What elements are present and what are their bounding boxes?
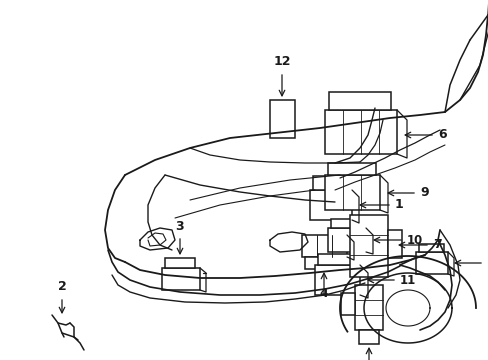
Bar (314, 265, 359, 295)
Bar (387, 230, 401, 258)
Bar (317, 254, 355, 265)
Bar (325, 110, 396, 154)
Bar (302, 235, 346, 257)
Bar (358, 330, 378, 344)
Bar (354, 285, 382, 330)
Text: 11: 11 (399, 274, 415, 287)
Bar (340, 293, 354, 315)
Text: 12: 12 (273, 55, 290, 68)
Bar (164, 258, 195, 268)
Bar (327, 228, 365, 252)
Bar (305, 257, 341, 269)
Bar (269, 100, 294, 138)
Bar (418, 244, 443, 252)
Bar (312, 176, 347, 190)
Text: 2: 2 (58, 280, 66, 293)
Text: 9: 9 (419, 186, 428, 199)
Text: 4: 4 (319, 287, 328, 300)
Text: 5: 5 (486, 256, 488, 270)
Text: 10: 10 (406, 234, 423, 247)
Bar (162, 268, 200, 290)
Text: 3: 3 (175, 220, 184, 233)
Bar (327, 163, 375, 175)
Text: 6: 6 (437, 129, 446, 141)
Text: 7: 7 (432, 238, 441, 252)
Bar (325, 175, 379, 210)
Bar (330, 219, 360, 228)
Bar (309, 190, 351, 220)
Bar (415, 252, 447, 274)
Bar (328, 92, 390, 110)
Text: 1: 1 (394, 198, 403, 211)
Bar (349, 215, 387, 277)
